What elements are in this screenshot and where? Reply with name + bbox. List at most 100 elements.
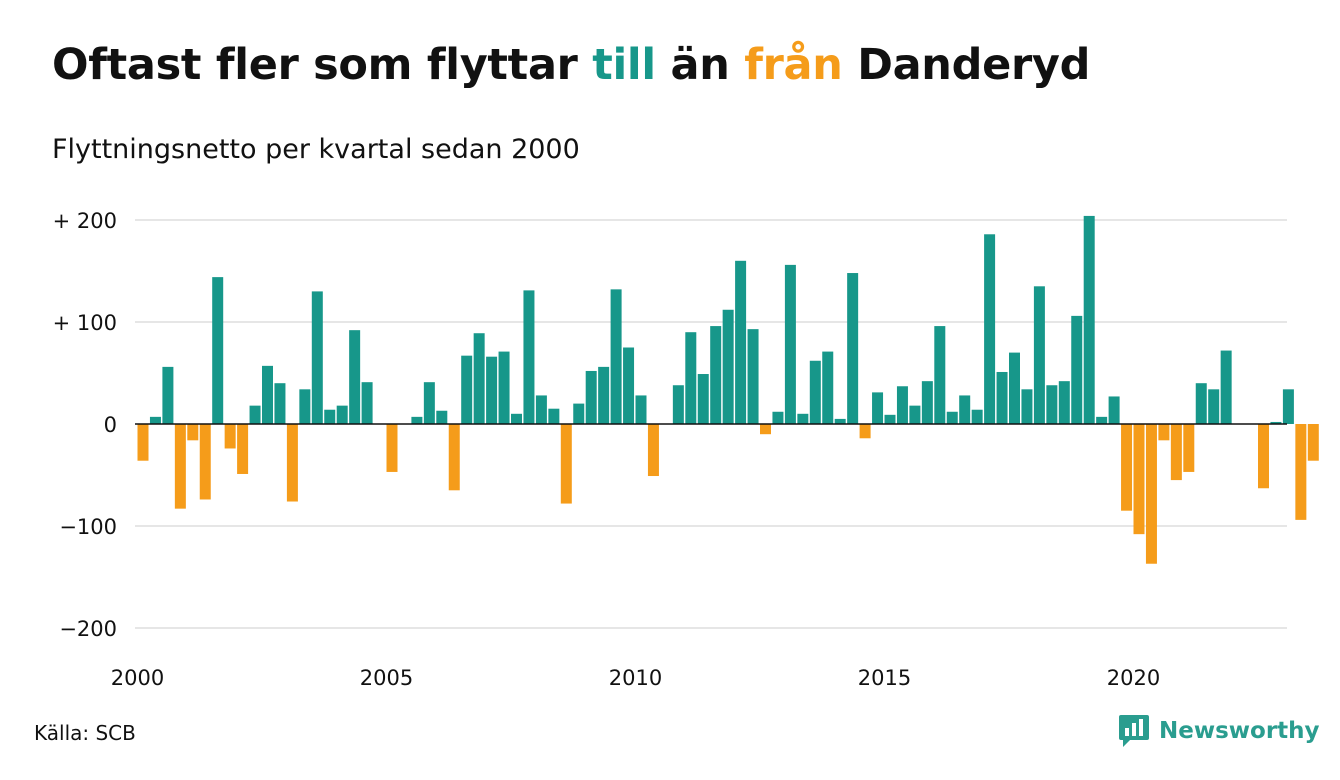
bar (1009, 352, 1020, 424)
bar (299, 389, 311, 424)
bar (847, 273, 859, 424)
bar (137, 424, 149, 461)
bar (959, 395, 971, 424)
x-tick-label: 2000 (111, 666, 164, 690)
title-text-1: Oftast fler som flyttar (52, 40, 593, 90)
bar (809, 360, 821, 424)
bar (784, 264, 796, 424)
bar (1133, 424, 1145, 535)
bar (1058, 381, 1070, 424)
x-tick-label: 2015 (858, 666, 911, 690)
bar (1145, 424, 1157, 564)
bar (523, 290, 535, 424)
bar (174, 424, 186, 509)
bar (1121, 424, 1133, 511)
brand-logo: Newsworthy (1118, 714, 1320, 748)
bar (735, 260, 747, 424)
title-text-2: än (655, 40, 745, 90)
x-tick-label: 2005 (360, 666, 413, 690)
gridlines (135, 219, 1287, 629)
page-title: Oftast fler som flyttar till än från Dan… (52, 40, 1090, 90)
bar (1096, 416, 1108, 424)
x-tick-label: 2020 (1107, 666, 1160, 690)
bar (859, 424, 871, 439)
bar (573, 403, 585, 424)
bar (436, 410, 448, 424)
bar (461, 355, 473, 424)
bar (262, 365, 273, 424)
bar (511, 413, 522, 424)
bar (685, 332, 697, 424)
y-tick-label: + 100 (53, 311, 117, 335)
brand-name: Newsworthy (1159, 718, 1320, 744)
bar (1295, 424, 1307, 520)
bar (697, 374, 709, 424)
bar (872, 392, 884, 424)
bar (224, 424, 236, 449)
bar (722, 309, 734, 424)
bar (1220, 350, 1232, 424)
bar (411, 416, 423, 424)
bar (1307, 424, 1319, 461)
bar (1195, 383, 1207, 424)
bar (946, 411, 958, 424)
bar (772, 411, 784, 424)
bar (535, 395, 547, 424)
source-note: Källa: SCB (34, 721, 136, 745)
bar (386, 424, 398, 472)
bar (610, 289, 622, 424)
y-tick-label: −200 (59, 617, 117, 641)
bar (598, 366, 610, 424)
bar (349, 330, 361, 424)
bars (137, 215, 1319, 564)
x-tick-label: 2010 (609, 666, 662, 690)
title-text-3: Danderyd (842, 40, 1091, 90)
bar (212, 277, 224, 424)
bar (162, 366, 174, 424)
bar (710, 326, 722, 424)
bar (647, 424, 659, 477)
bar (1083, 215, 1095, 424)
bar (1258, 424, 1269, 489)
bar (1021, 389, 1033, 424)
bar (560, 424, 572, 504)
bar (548, 408, 560, 424)
bar (249, 405, 261, 424)
x-axis-tick-labels: 2000 2005 2010 2015 2020 (111, 666, 1160, 690)
bar (996, 371, 1008, 424)
y-tick-label: −100 (59, 515, 117, 539)
bar (834, 418, 846, 424)
bar (324, 409, 336, 424)
bar (361, 382, 373, 424)
bar (498, 351, 510, 424)
bar (423, 382, 435, 424)
bar (1033, 286, 1045, 424)
bar (1183, 424, 1195, 472)
bar (1158, 424, 1170, 441)
y-tick-label: 0 (104, 413, 117, 437)
bar (797, 413, 809, 424)
bar (635, 395, 647, 424)
bar (1046, 385, 1058, 424)
title-word-fran: från (744, 40, 843, 90)
bar (274, 383, 286, 424)
bar (311, 291, 323, 424)
bar (909, 405, 921, 424)
bar (486, 356, 498, 424)
chart-speech-bubble-icon (1119, 715, 1149, 747)
bar (822, 351, 834, 424)
title-word-till: till (592, 40, 656, 90)
bar (1071, 315, 1083, 424)
bar (149, 416, 161, 424)
bar (896, 386, 908, 424)
bar (884, 414, 896, 424)
bar (1282, 389, 1294, 424)
bar (747, 329, 759, 424)
bar (187, 424, 199, 441)
bar (1108, 396, 1120, 424)
bar (1208, 389, 1220, 424)
bar (971, 409, 983, 424)
bar (1270, 421, 1282, 424)
bar (672, 385, 684, 424)
y-tick-label: + 200 (53, 209, 117, 233)
